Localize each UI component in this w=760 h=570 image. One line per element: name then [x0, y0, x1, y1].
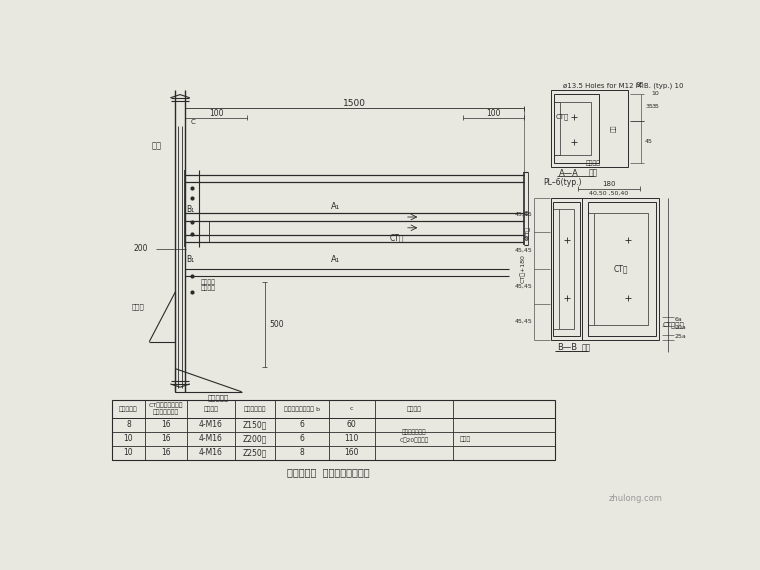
Bar: [553, 202, 581, 336]
Text: 澀架规格: 澀架规格: [204, 406, 218, 412]
Text: 60: 60: [347, 421, 356, 429]
Text: 35: 35: [645, 104, 653, 109]
Text: 25a: 25a: [674, 334, 686, 339]
Text: 6a: 6a: [674, 317, 682, 322]
Text: 澀架压板平孔间距 b: 澀架压板平孔间距 b: [283, 406, 320, 412]
Text: 4-M16: 4-M16: [199, 434, 223, 443]
Bar: [559, 209, 575, 329]
Text: 10: 10: [124, 434, 133, 443]
Text: A₁: A₁: [331, 255, 340, 264]
Text: 1500: 1500: [344, 99, 366, 108]
Text: 45,45: 45,45: [515, 319, 532, 323]
Text: CT桁规格: CT桁规格: [663, 321, 685, 328]
Text: CT桁+180: CT桁+180: [520, 254, 525, 283]
Text: 200: 200: [134, 244, 148, 253]
Bar: [560, 101, 591, 156]
Text: CT桁: CT桁: [390, 233, 404, 242]
Text: 断面: 断面: [589, 169, 598, 178]
Text: c: c: [350, 406, 353, 411]
Text: 8: 8: [126, 421, 131, 429]
Text: 6: 6: [299, 421, 304, 429]
Text: 4-M16: 4-M16: [199, 421, 223, 429]
Text: 180: 180: [602, 181, 616, 187]
Bar: [551, 198, 659, 340]
Text: C: C: [191, 119, 195, 125]
Bar: [588, 202, 656, 336]
Text: 钙柱: 钙柱: [152, 141, 162, 150]
Text: 断面: 断面: [581, 343, 591, 352]
Text: 100: 100: [209, 108, 223, 117]
Text: 16: 16: [161, 434, 171, 443]
Text: 500: 500: [269, 320, 284, 329]
Text: B—B: B—B: [557, 343, 578, 352]
Text: C取20，之外均: C取20，之外均: [400, 437, 429, 443]
Text: 16: 16: [161, 448, 171, 457]
Text: zhulong.com: zhulong.com: [609, 494, 663, 503]
Text: CT桁腐板压度高度
連维维径、直径: CT桁腐板压度高度 連维维径、直径: [148, 402, 183, 415]
Text: A₁: A₁: [331, 202, 340, 211]
Text: CT桁: CT桁: [525, 226, 531, 238]
Bar: [554, 94, 599, 163]
Text: 雨波数量: 雨波数量: [407, 406, 422, 412]
Text: Z150型: Z150型: [242, 421, 267, 429]
Text: Z200型: Z200型: [242, 434, 267, 443]
Text: 40,50 ,50,40: 40,50 ,50,40: [589, 190, 629, 196]
Text: 详见图: 详见图: [459, 436, 470, 442]
Text: ø13.5 Holes for M12 M.B. (typ.) 10: ø13.5 Holes for M12 M.B. (typ.) 10: [562, 82, 683, 88]
Text: 4-M16: 4-M16: [199, 448, 223, 457]
Text: 160: 160: [344, 448, 359, 457]
Bar: [112, 400, 555, 459]
Text: 加劲板压度: 加劲板压度: [119, 406, 138, 412]
Text: 45,45: 45,45: [515, 212, 532, 217]
Text: A—A: A—A: [559, 169, 579, 178]
Text: 嵌缝充填: 嵌缝充填: [586, 160, 601, 166]
Text: 刀形渔水板: 刀形渔水板: [208, 394, 230, 401]
Text: 35: 35: [651, 104, 659, 109]
Text: 45,45: 45,45: [515, 284, 532, 289]
Text: 45,45: 45,45: [515, 247, 532, 253]
Text: CT桁: CT桁: [556, 113, 569, 120]
Bar: [594, 213, 648, 325]
Text: 全面奔连: 全面奔连: [201, 280, 216, 285]
Text: 雨波详图一  （与钉柱边相连）: 雨波详图一 （与钉柱边相连）: [287, 467, 369, 477]
Text: 澀架压板压度: 澀架压板压度: [243, 406, 266, 412]
Text: B₁: B₁: [186, 205, 194, 214]
Text: 45: 45: [645, 139, 653, 144]
Text: 20a: 20a: [674, 325, 686, 331]
Text: 16: 16: [161, 421, 171, 429]
Text: 110: 110: [344, 434, 359, 443]
Text: 当年年度收水，: 当年年度收水，: [402, 429, 426, 435]
Text: 全面奔连: 全面奔连: [201, 286, 216, 291]
Text: 8: 8: [299, 448, 304, 457]
Text: Z250型: Z250型: [242, 448, 267, 457]
Text: 地流: 地流: [612, 125, 617, 132]
Text: 10: 10: [651, 91, 659, 96]
Text: PL–6(typ.): PL–6(typ.): [543, 178, 582, 187]
Text: 35: 35: [636, 82, 644, 88]
Text: 加强板: 加强板: [131, 304, 144, 311]
Text: 6: 6: [299, 434, 304, 443]
Bar: [551, 90, 629, 167]
Text: CT桁: CT桁: [613, 264, 628, 273]
Text: B₁: B₁: [186, 255, 194, 264]
Text: 10: 10: [124, 448, 133, 457]
Text: 100: 100: [486, 108, 501, 117]
